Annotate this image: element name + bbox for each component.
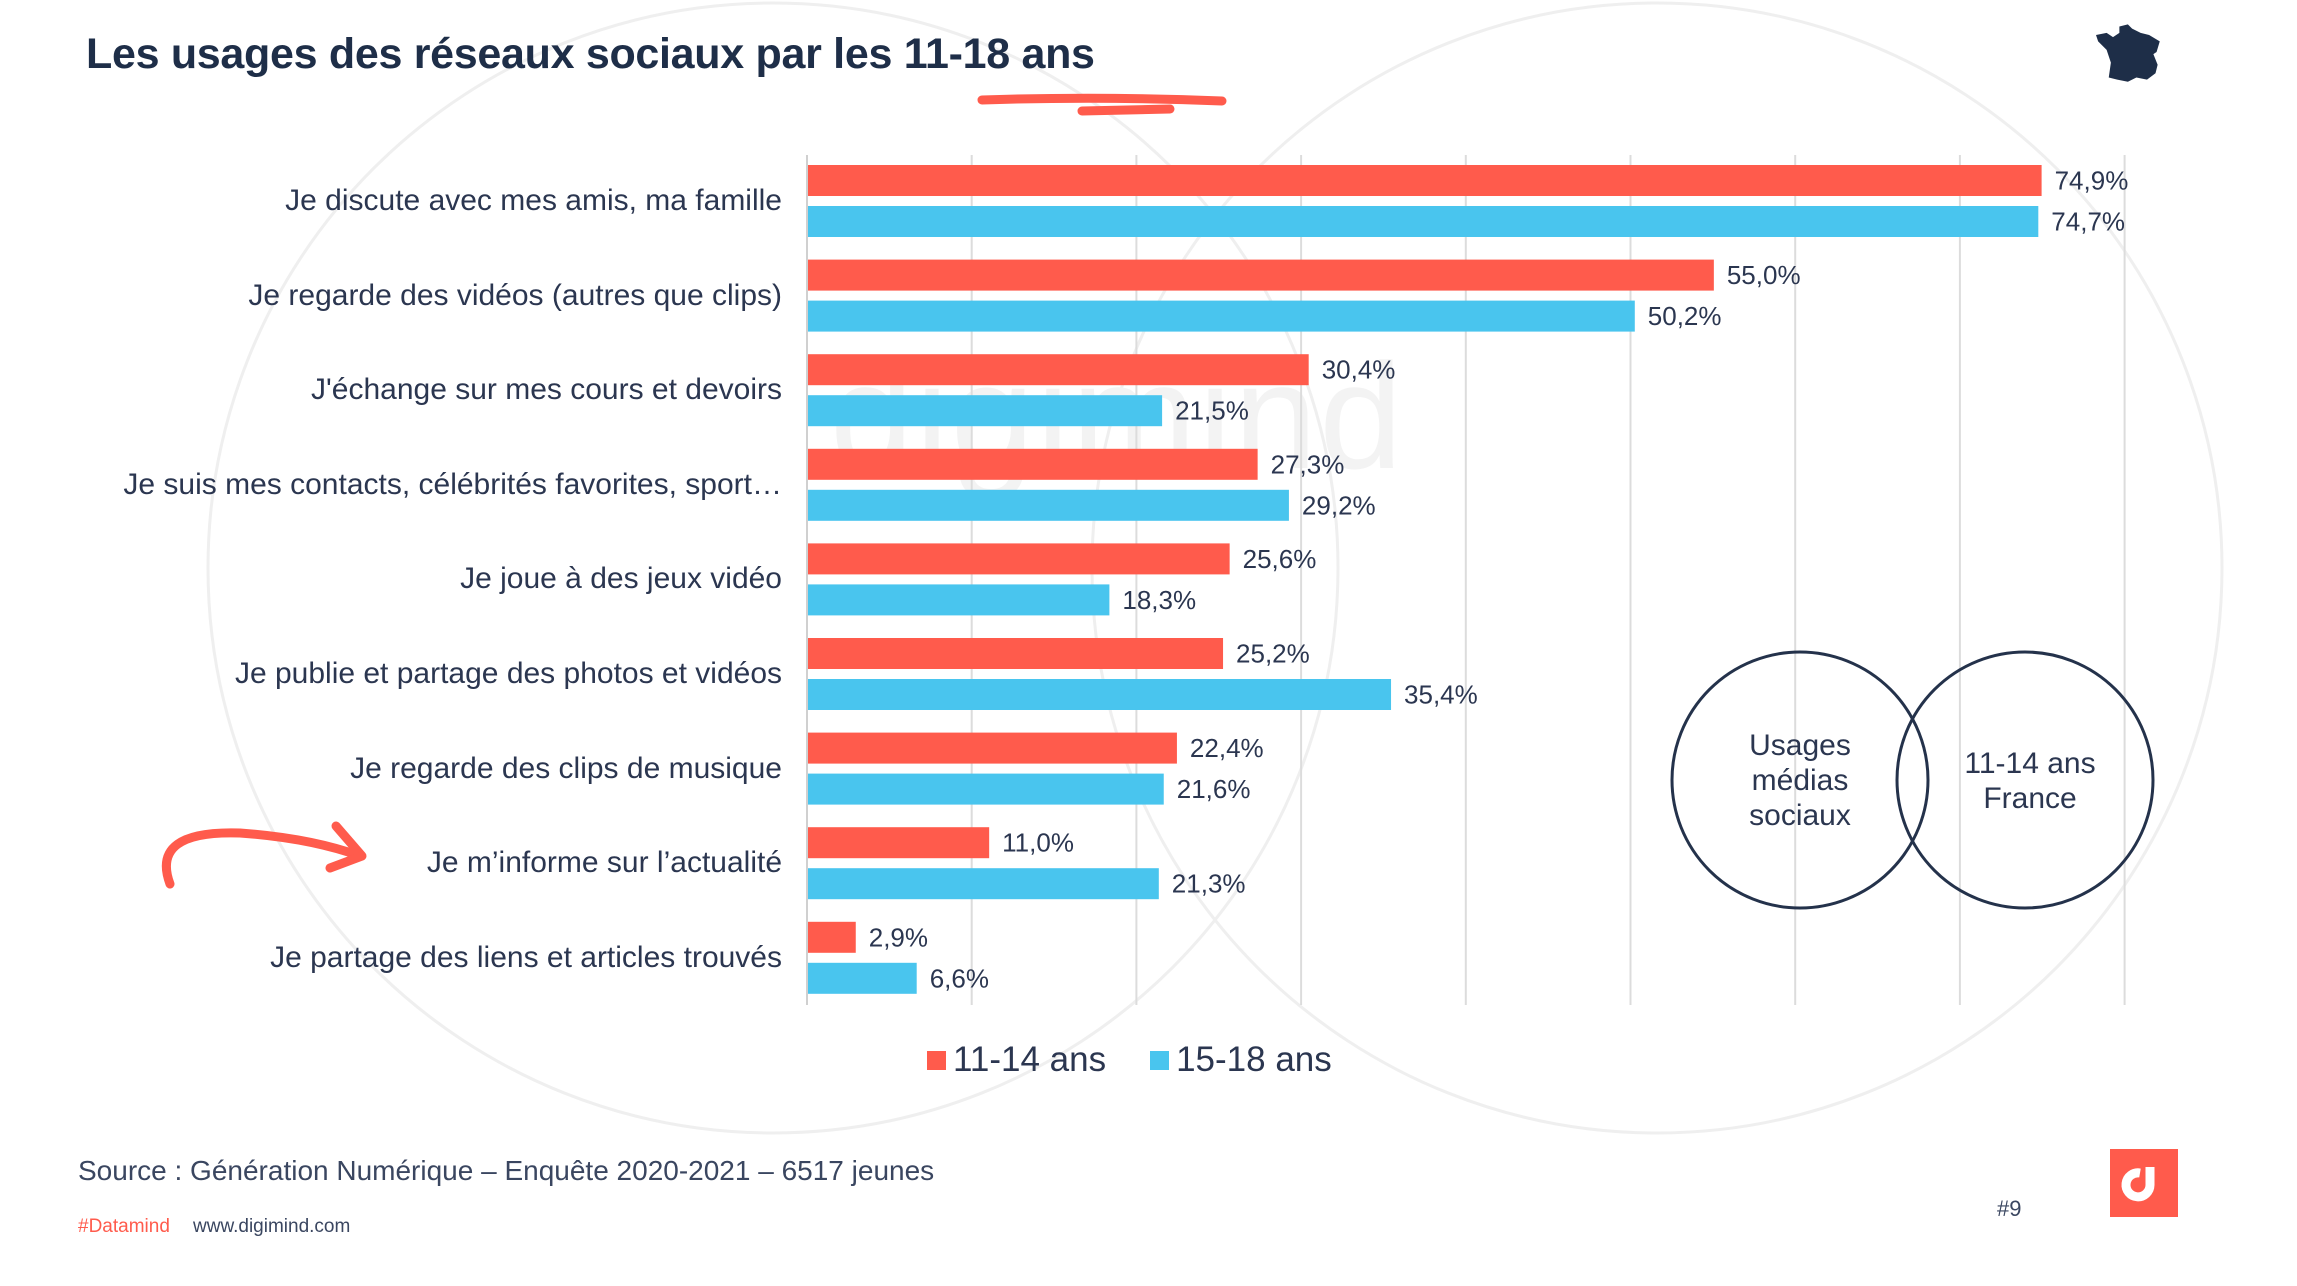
category-label: Je suis mes contacts, célébrités favorit… — [123, 467, 782, 501]
bar-11-14 — [808, 827, 990, 859]
venn-right-line: France — [1983, 782, 2077, 815]
source-note: Source : Génération Numérique – Enquête … — [78, 1155, 935, 1186]
category-label: Je regarde des vidéos (autres que clips) — [248, 278, 782, 312]
bar-11-14 — [808, 732, 1177, 764]
value-label: 35,4% — [1404, 680, 1478, 710]
bar-15-18 — [808, 773, 1164, 805]
legend-label: 11-14 ans — [953, 1040, 1107, 1079]
venn-left-line: médias — [1751, 764, 1849, 797]
category-label: Je partage des liens et articles trouvés — [270, 940, 782, 974]
title-underline — [977, 93, 1227, 116]
bar-15-18 — [808, 679, 1392, 710]
bar-11-14 — [808, 638, 1224, 669]
legend-swatch-red — [927, 1050, 946, 1070]
value-label: 55,0% — [1727, 260, 1801, 290]
page-number: #9 — [1997, 1196, 2022, 1221]
bar-15-18 — [808, 962, 917, 994]
value-label: 29,2% — [1302, 490, 1376, 520]
bars — [808, 165, 2042, 994]
value-label: 74,9% — [2055, 166, 2129, 196]
venn-circle-right — [1895, 650, 2155, 910]
venn-left-line: sociaux — [1749, 799, 1851, 832]
category-label: Je discute avec mes amis, ma famille — [285, 184, 782, 217]
digimind-logo-icon — [2110, 1149, 2178, 1217]
underline-stroke — [977, 93, 1227, 106]
value-labels: 74,9% 74,7% 55,0%50,2% 30,4% 21,5% 27,3% 29,2%… — [869, 166, 2129, 994]
category-label: Je m’informe sur l’actualité — [426, 846, 782, 880]
venn-left-line: Usages — [1749, 729, 1851, 762]
category-label: Je joue à des jeux vidéo — [460, 562, 782, 596]
bar-15-18 — [808, 206, 2039, 237]
underline-stroke-2 — [1077, 104, 1175, 116]
hashtag-link[interactable]: #Datamind — [78, 1216, 170, 1237]
bar-15-18 — [808, 395, 1163, 427]
legend-label: 15-18 ans — [1176, 1040, 1332, 1079]
value-label: 25,6% — [1243, 544, 1317, 574]
bar-11-14 — [808, 448, 1258, 480]
legend-swatch-blue — [1150, 1050, 1170, 1070]
bar-11-14 — [808, 543, 1230, 575]
category-label: Je publie et partage des photos et vidéo… — [234, 657, 782, 690]
bar-15-18 — [808, 584, 1110, 616]
value-label: 21,5% — [1175, 396, 1249, 426]
bar-11-14 — [808, 921, 856, 953]
france-map-icon — [2096, 24, 2160, 82]
value-label: 74,7% — [2051, 207, 2125, 237]
chart-legend: 11-14 ans 15-18 ans — [927, 1040, 1376, 1080]
category-label: Je regarde des clips de musique — [350, 751, 782, 785]
bar-11-14 — [808, 354, 1309, 386]
value-label: 25,2% — [1236, 639, 1310, 669]
value-label: 27,3% — [1271, 449, 1345, 479]
category-label: J'échange sur mes cours et devoirs — [311, 373, 782, 407]
value-label: 2,9% — [869, 922, 928, 952]
venn-label-left: Usages médias sociaux — [1730, 728, 1870, 833]
bar-15-18 — [808, 489, 1289, 521]
value-label: 21,6% — [1177, 774, 1251, 804]
value-label: 30,4% — [1322, 355, 1396, 385]
legend-item-11-14: 11-14 ans — [927, 1040, 1106, 1080]
value-label: 11,0% — [1002, 828, 1074, 858]
legend-item-15-18: 15-18 ans — [1150, 1040, 1332, 1080]
venn-right-line: 11-14 ans — [1964, 747, 2096, 780]
page-title: Les usages des réseaux sociaux par les 1… — [86, 30, 1095, 78]
venn-circle-left — [1670, 650, 1930, 910]
value-label: 50,2% — [1648, 301, 1722, 331]
gridlines — [806, 155, 2126, 1005]
website-link[interactable]: www.digimind.com — [193, 1216, 351, 1237]
value-label: 18,3% — [1122, 585, 1196, 615]
value-label: 6,6% — [930, 963, 989, 993]
bar-11-14 — [808, 259, 1714, 291]
highlight-arrow-icon — [161, 821, 367, 889]
background-circle-left — [206, 1, 1340, 1135]
value-label: 22,4% — [1190, 733, 1264, 763]
bar-11-14 — [808, 165, 2042, 196]
venn-label-right: 11-14 ans France — [1950, 746, 2110, 816]
bar-15-18 — [808, 868, 1159, 900]
value-label: 21,3% — [1172, 869, 1246, 899]
bar-15-18 — [808, 300, 1635, 332]
